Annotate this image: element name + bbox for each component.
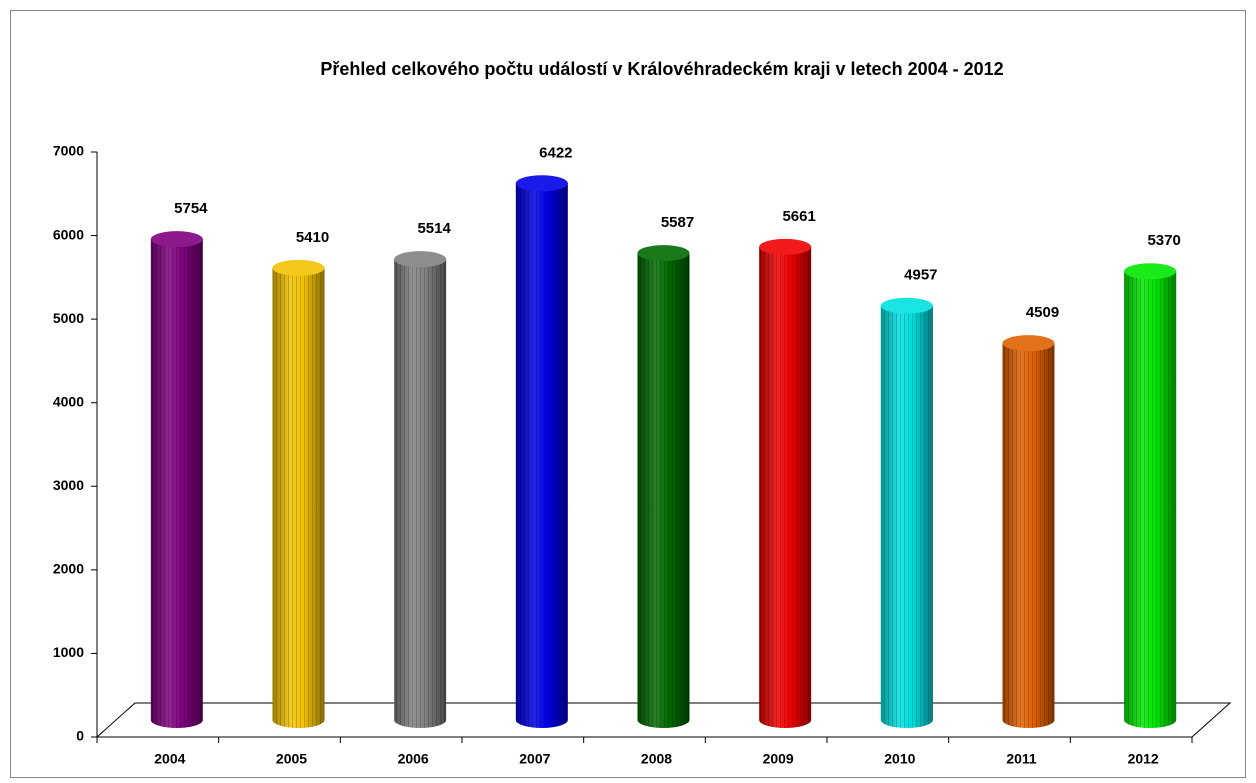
x-tick-label: 2009 — [763, 751, 794, 767]
data-label: 5754 — [174, 200, 208, 217]
x-tick-label: 2007 — [519, 751, 550, 767]
cylinder-top — [1002, 335, 1055, 352]
x-tick-label: 2008 — [641, 751, 672, 767]
x-tick-label: 2005 — [276, 751, 307, 767]
x-tick-label: 2006 — [398, 751, 429, 767]
x-tick-label: 2004 — [154, 751, 185, 767]
cylinder-stripes — [272, 267, 325, 728]
y-tick-label: 5000 — [53, 310, 84, 326]
cylinder-stripes — [515, 183, 568, 728]
cylinder-stripes — [637, 253, 690, 728]
x-tick-label: 2010 — [884, 751, 915, 767]
data-label: 5587 — [661, 214, 694, 231]
y-tick-label: 1000 — [53, 644, 84, 660]
data-label: 5370 — [1147, 232, 1180, 249]
cylinder-stripes — [394, 259, 447, 728]
cylinder-stripes — [1002, 343, 1055, 728]
chart-title: Přehled celkového počtu událostí v Králo… — [320, 59, 1003, 79]
cylinder-top — [272, 259, 325, 276]
cylinder-top — [515, 175, 568, 192]
cylinder-stripes — [880, 305, 933, 728]
cylinder-top — [759, 238, 812, 255]
y-tick-label: 7000 — [53, 143, 84, 159]
cylinder-stripes — [759, 246, 812, 728]
cylinder-top — [150, 231, 203, 248]
data-label: 5410 — [296, 229, 329, 246]
y-tick-label: 6000 — [53, 226, 84, 242]
cylinder-top — [880, 297, 933, 314]
x-tick-label: 2012 — [1128, 751, 1159, 767]
cylinder-top — [1124, 263, 1177, 280]
y-tick-label: 3000 — [53, 477, 84, 493]
cylinder-top — [394, 251, 447, 268]
data-label: 4509 — [1026, 304, 1059, 321]
data-label: 6422 — [539, 144, 572, 161]
cylinder-stripes — [1124, 271, 1177, 728]
x-tick-label: 2011 — [1006, 751, 1037, 767]
data-label: 4957 — [904, 267, 937, 284]
cylinder-top — [637, 245, 690, 262]
y-tick-label: 0 — [76, 728, 84, 744]
y-tick-label: 4000 — [53, 393, 84, 409]
cylinder-stripes — [150, 239, 203, 728]
data-label: 5514 — [417, 220, 451, 237]
data-label: 5661 — [782, 208, 815, 225]
y-tick-label: 2000 — [53, 561, 84, 577]
